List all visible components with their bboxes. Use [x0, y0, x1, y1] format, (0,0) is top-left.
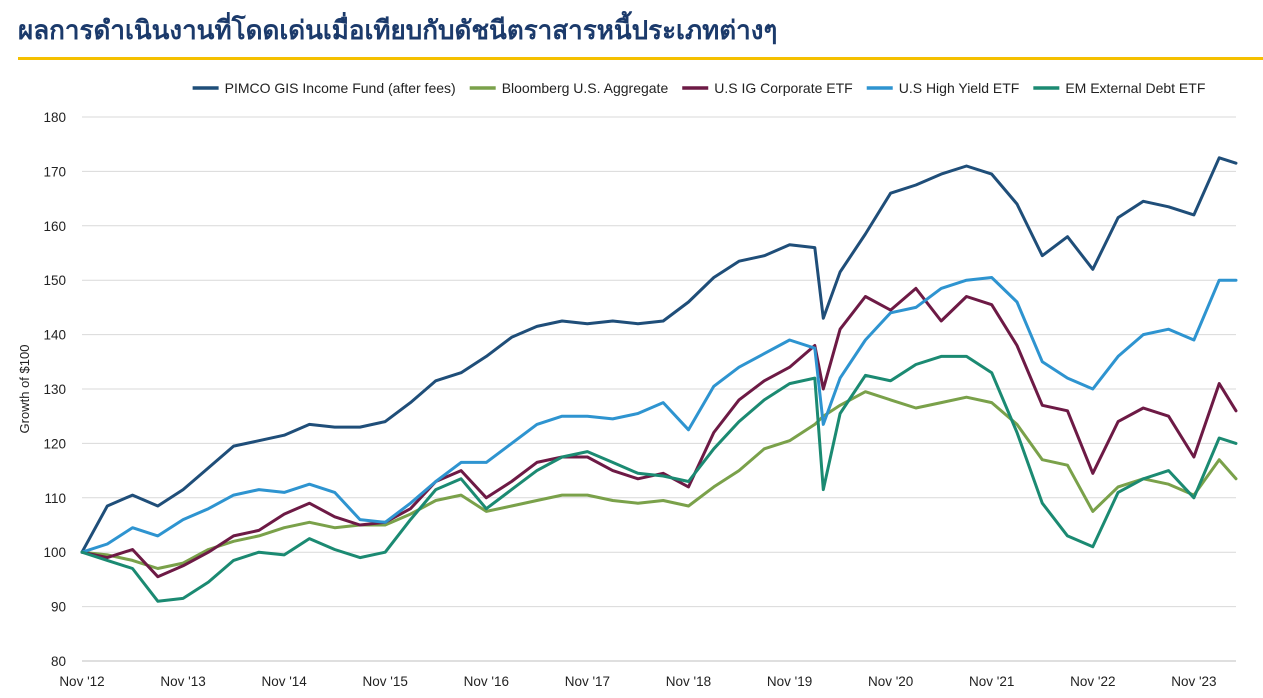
y-tick-label: 170 [43, 164, 66, 179]
y-axis-label: Growth of $100 [17, 345, 32, 434]
chart-series [80, 156, 1238, 603]
x-tick-label: Nov '18 [666, 674, 711, 689]
y-tick-label: 90 [51, 600, 66, 615]
y-tick-label: 130 [43, 382, 66, 397]
series-line-1 [80, 156, 1238, 554]
x-tick-label: Nov '15 [363, 674, 408, 689]
legend-label: EM External Debt ETF [1065, 80, 1205, 96]
y-tick-label: 140 [43, 328, 66, 343]
y-tick-label: 120 [43, 436, 66, 451]
legend-label: U.S High Yield ETF [899, 80, 1020, 96]
y-tick-label: 80 [51, 654, 66, 669]
x-axis: Nov '12 Nov '13 Nov '14 Nov '15 Nov '16 Nov '… [59, 660, 1236, 689]
y-tick-label: 100 [43, 545, 66, 560]
y-tick-label: 110 [44, 491, 66, 506]
legend-label: PIMCO GIS Income Fund (after fees) [225, 80, 456, 96]
legend-label: U.S IG Corporate ETF [714, 80, 852, 96]
y-tick-label: 150 [43, 273, 66, 288]
series-line-2 [80, 390, 1238, 570]
y-axis: 80 90 100 110 120 130 140 150 160 170 180 [43, 110, 66, 669]
title-underline [18, 57, 1263, 60]
x-tick-label: Nov '23 [1171, 674, 1216, 689]
x-tick-label: Nov '17 [565, 674, 610, 689]
y-tick-label: 160 [43, 219, 66, 234]
x-tick-label: Nov '14 [261, 674, 307, 689]
legend-label: Bloomberg U.S. Aggregate [502, 80, 669, 96]
y-tick-label: 180 [43, 110, 66, 125]
chart-gridlines [82, 116, 1236, 662]
x-tick-label: Nov '19 [767, 674, 812, 689]
series-line-3 [80, 286, 1238, 579]
x-tick-label: Nov '16 [464, 674, 509, 689]
x-tick-label: Nov '13 [160, 674, 205, 689]
x-tick-label: Nov '20 [868, 674, 913, 689]
page-title: ผลการดำเนินงานที่โดดเด่นเมื่อเทียบกับดัช… [18, 16, 778, 46]
series-line-5 [80, 354, 1238, 603]
x-tick-label: Nov '12 [59, 674, 104, 689]
line-chart: PIMCO GIS Income Fund (after fees) Bloomb… [17, 80, 1238, 689]
x-tick-label: Nov '22 [1070, 674, 1115, 689]
chart-legend: PIMCO GIS Income Fund (after fees) Bloomb… [192, 80, 1205, 96]
series-line-4 [80, 276, 1238, 554]
x-tick-label: Nov '21 [969, 674, 1014, 689]
